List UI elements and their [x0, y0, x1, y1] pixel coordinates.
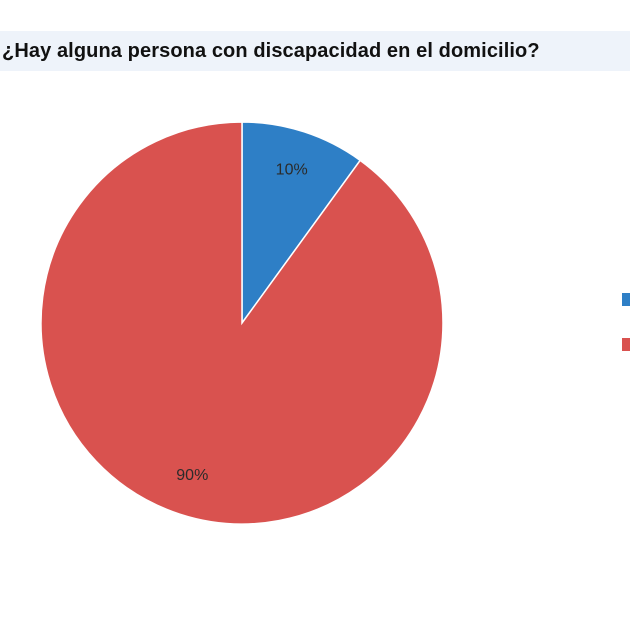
pie-data-labels: 10% 90% [176, 161, 307, 484]
pie-data-label-2: 90% [176, 467, 208, 484]
pie-slice-1 [241, 121, 362, 326]
chart-title: ¿Hay alguna persona con discapacidad en … [2, 39, 540, 62]
pie-slice-2 [40, 121, 444, 525]
pie-data-label-1: 10% [276, 161, 308, 178]
pie-slices [40, 121, 444, 525]
legend-key-1 [622, 293, 630, 306]
legend-key-2 [622, 338, 630, 351]
title-bar: ¿Hay alguna persona con discapacidad en … [0, 31, 630, 71]
